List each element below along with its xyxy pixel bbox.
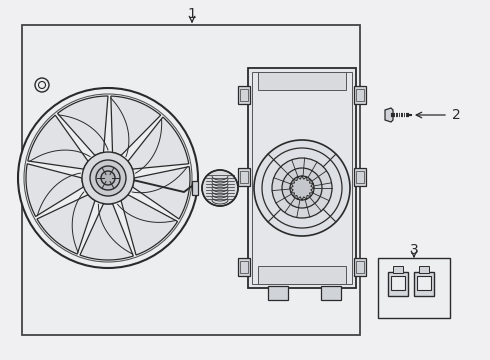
Circle shape [202, 170, 238, 206]
Polygon shape [121, 195, 177, 255]
Bar [238, 258, 250, 276]
Text: 1: 1 [188, 7, 196, 21]
Circle shape [90, 160, 126, 196]
Bar [192, 181, 198, 195]
Bar [22, 25, 360, 335]
Bar [356, 171, 364, 183]
Circle shape [96, 166, 120, 190]
Circle shape [101, 171, 115, 185]
Bar [238, 86, 250, 104]
Circle shape [18, 88, 198, 268]
Polygon shape [80, 204, 133, 260]
Bar [321, 286, 341, 300]
Circle shape [272, 158, 332, 218]
Text: 2: 2 [452, 108, 461, 122]
Bar [252, 72, 352, 284]
Bar [419, 266, 429, 273]
Polygon shape [26, 164, 84, 216]
Polygon shape [57, 96, 108, 156]
Bar [240, 171, 248, 183]
Polygon shape [28, 115, 88, 169]
Circle shape [254, 140, 350, 236]
Bar [240, 89, 248, 101]
Bar [417, 276, 431, 290]
Bar [378, 258, 450, 318]
Polygon shape [111, 96, 161, 156]
Bar [393, 266, 403, 273]
Circle shape [35, 78, 49, 92]
Bar [354, 168, 366, 186]
Bar [258, 72, 346, 90]
Polygon shape [37, 195, 95, 254]
Bar [414, 272, 434, 296]
Circle shape [82, 152, 134, 204]
Bar [391, 276, 405, 290]
Circle shape [290, 176, 314, 200]
Bar [240, 261, 248, 273]
Polygon shape [385, 108, 393, 122]
Bar [354, 258, 366, 276]
Bar [238, 168, 250, 186]
Bar [248, 68, 356, 288]
Bar [354, 86, 366, 104]
Bar [356, 89, 364, 101]
Bar [356, 261, 364, 273]
Text: 3: 3 [410, 243, 418, 257]
Circle shape [282, 168, 322, 208]
Polygon shape [132, 167, 190, 219]
Bar [258, 266, 346, 284]
Bar [388, 272, 408, 296]
Bar [268, 286, 288, 300]
Polygon shape [128, 117, 189, 169]
